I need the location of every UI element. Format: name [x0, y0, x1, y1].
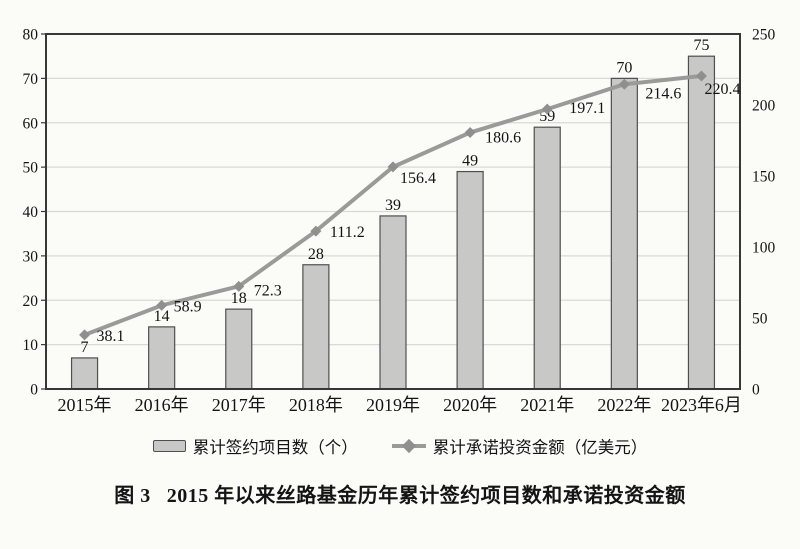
diamond-marker-icon	[310, 225, 322, 237]
bar-value-label: 7	[81, 339, 89, 356]
y-axis-tick-label: 10	[23, 337, 39, 354]
bar-value-label: 28	[308, 246, 324, 263]
x-axis-label: 2022年	[597, 395, 651, 415]
bar-value-label: 70	[616, 59, 632, 76]
bar	[533, 126, 561, 390]
bar	[456, 170, 484, 390]
diamond-marker-icon	[464, 127, 476, 139]
legend-line-label: 累计承诺投资金额（亿美元）	[432, 438, 648, 457]
line-value-label: 180.6	[485, 130, 521, 147]
x-axis-label: 2016年	[135, 395, 189, 415]
figure-caption-number: 图 3	[114, 485, 151, 507]
chart-legend: 累计签约项目数（个） 累计承诺投资金额（亿美元）	[0, 433, 800, 459]
y2-axis-tick-label: 100	[752, 240, 776, 257]
bar-value-label: 18	[231, 290, 247, 307]
bar	[70, 357, 99, 390]
x-axis-label: 2019年	[366, 395, 420, 415]
y-axis-tick-label: 0	[30, 382, 38, 399]
y-axis-tick-label: 70	[23, 71, 39, 88]
y-axis-tick-label: 80	[23, 27, 39, 44]
x-axis-label: 2015年	[58, 395, 112, 415]
y2-axis-tick-label: 50	[752, 311, 768, 328]
bar	[379, 215, 407, 390]
bar-value-label: 14	[154, 308, 170, 325]
bar	[687, 55, 716, 390]
x-axis-label: 2018年	[289, 395, 343, 415]
y-axis-tick-label: 50	[23, 160, 39, 177]
line-value-label: 111.2	[330, 224, 365, 241]
bar-value-label: 39	[385, 197, 401, 214]
legend-bars-label: 累计签约项目数（个）	[192, 438, 358, 457]
line-value-label: 214.6	[645, 85, 681, 102]
y-axis-tick-label: 30	[23, 248, 39, 265]
x-axis-label: 2023年6月	[661, 395, 742, 415]
bar	[225, 308, 253, 390]
diamond-marker-icon	[695, 70, 707, 82]
legend-item-bars: 累计签约项目数（个）	[152, 434, 358, 458]
x-axis-label: 2017年	[212, 395, 266, 415]
bar	[148, 326, 176, 390]
diamond-marker-icon	[156, 299, 168, 311]
diamond-marker-icon	[401, 438, 416, 453]
y-axis-tick-label: 40	[23, 204, 39, 221]
legend-item-line: 累计承诺投资金额（亿美元）	[391, 434, 648, 458]
line-series-swatch-icon	[391, 438, 426, 453]
figure-caption: 图 3 2015 年以来丝路基金历年累计签约项目数和承诺投资金额	[0, 479, 800, 508]
bar-series-swatch-icon	[152, 440, 186, 452]
diamond-marker-icon	[387, 161, 399, 173]
line-value-label: 58.9	[174, 298, 202, 315]
y2-axis-tick-label: 200	[752, 98, 776, 115]
line-value-label: 220.4	[704, 81, 740, 98]
diamond-marker-icon	[541, 103, 553, 115]
y-axis-tick-label: 60	[23, 115, 39, 132]
line-value-label: 72.3	[254, 282, 282, 299]
figure-caption-text: 2015 年以来丝路基金历年累计签约项目数和承诺投资金额	[166, 485, 686, 507]
line-value-label: 197.1	[569, 100, 605, 117]
x-axis-label: 2020年	[443, 395, 497, 415]
y2-axis-tick-label: 150	[752, 169, 776, 186]
bar	[302, 264, 330, 390]
y2-axis-tick-label: 250	[752, 27, 776, 44]
bar-value-label: 59	[539, 108, 555, 125]
diamond-marker-icon	[79, 329, 91, 341]
diamond-marker-icon	[233, 280, 245, 292]
line-value-label: 156.4	[400, 170, 436, 187]
bar-value-label: 75	[693, 37, 709, 54]
x-axis-label: 2021年	[520, 395, 574, 415]
bar-value-label: 49	[462, 153, 478, 170]
y-axis-tick-label: 20	[23, 293, 39, 310]
y2-axis-tick-label: 0	[752, 382, 760, 399]
bar	[610, 77, 638, 390]
combo-chart: 7 14 18 28 39 49 59 70 75 38.1 58.9 72.3 111.2 156.4 1…	[23, 27, 776, 416]
diamond-marker-icon	[618, 78, 630, 90]
line-value-label: 38.1	[97, 328, 125, 345]
plot-border	[45, 33, 741, 390]
